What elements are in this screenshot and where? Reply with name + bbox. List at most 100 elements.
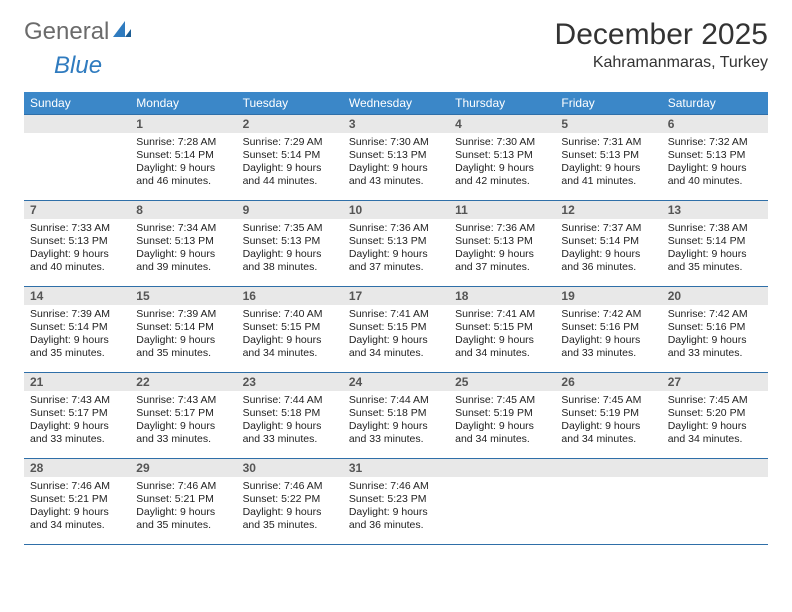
calendar-cell: 16Sunrise: 7:40 AMSunset: 5:15 PMDayligh… [237, 287, 343, 373]
logo: General [24, 18, 133, 46]
sunset-text: Sunset: 5:19 PM [561, 407, 655, 420]
sunrise-text: Sunrise: 7:45 AM [668, 394, 762, 407]
empty-day-header [449, 459, 555, 477]
sunset-text: Sunset: 5:13 PM [668, 149, 762, 162]
sunrise-text: Sunrise: 7:42 AM [668, 308, 762, 321]
daylight-text: Daylight: 9 hours and 39 minutes. [136, 248, 230, 274]
calendar-cell: 19Sunrise: 7:42 AMSunset: 5:16 PMDayligh… [555, 287, 661, 373]
day-details: Sunrise: 7:35 AMSunset: 5:13 PMDaylight:… [237, 219, 343, 279]
daylight-text: Daylight: 9 hours and 33 minutes. [30, 420, 124, 446]
day-details: Sunrise: 7:44 AMSunset: 5:18 PMDaylight:… [237, 391, 343, 451]
daylight-text: Daylight: 9 hours and 37 minutes. [349, 248, 443, 274]
daylight-text: Daylight: 9 hours and 35 minutes. [30, 334, 124, 360]
day-details: Sunrise: 7:28 AMSunset: 5:14 PMDaylight:… [130, 133, 236, 193]
calendar-cell: 23Sunrise: 7:44 AMSunset: 5:18 PMDayligh… [237, 373, 343, 459]
sunset-text: Sunset: 5:23 PM [349, 493, 443, 506]
day-details: Sunrise: 7:45 AMSunset: 5:19 PMDaylight:… [555, 391, 661, 451]
day-number: 31 [343, 459, 449, 477]
calendar-body: 1Sunrise: 7:28 AMSunset: 5:14 PMDaylight… [24, 115, 768, 545]
sunrise-text: Sunrise: 7:39 AM [30, 308, 124, 321]
day-details: Sunrise: 7:44 AMSunset: 5:18 PMDaylight:… [343, 391, 449, 451]
calendar-cell [555, 459, 661, 545]
sunrise-text: Sunrise: 7:46 AM [136, 480, 230, 493]
calendar-cell: 2Sunrise: 7:29 AMSunset: 5:14 PMDaylight… [237, 115, 343, 201]
sunrise-text: Sunrise: 7:46 AM [30, 480, 124, 493]
sunrise-text: Sunrise: 7:39 AM [136, 308, 230, 321]
calendar-cell: 5Sunrise: 7:31 AMSunset: 5:13 PMDaylight… [555, 115, 661, 201]
daylight-text: Daylight: 9 hours and 33 minutes. [668, 334, 762, 360]
calendar-cell: 26Sunrise: 7:45 AMSunset: 5:19 PMDayligh… [555, 373, 661, 459]
sunrise-text: Sunrise: 7:28 AM [136, 136, 230, 149]
calendar-cell: 13Sunrise: 7:38 AMSunset: 5:14 PMDayligh… [662, 201, 768, 287]
sunrise-text: Sunrise: 7:46 AM [243, 480, 337, 493]
day-number: 5 [555, 115, 661, 133]
day-details: Sunrise: 7:33 AMSunset: 5:13 PMDaylight:… [24, 219, 130, 279]
sunrise-text: Sunrise: 7:45 AM [561, 394, 655, 407]
daylight-text: Daylight: 9 hours and 33 minutes. [349, 420, 443, 446]
sunset-text: Sunset: 5:16 PM [668, 321, 762, 334]
day-details: Sunrise: 7:37 AMSunset: 5:14 PMDaylight:… [555, 219, 661, 279]
calendar-cell: 6Sunrise: 7:32 AMSunset: 5:13 PMDaylight… [662, 115, 768, 201]
day-number: 2 [237, 115, 343, 133]
sunset-text: Sunset: 5:21 PM [136, 493, 230, 506]
calendar-cell: 11Sunrise: 7:36 AMSunset: 5:13 PMDayligh… [449, 201, 555, 287]
sunset-text: Sunset: 5:14 PM [136, 149, 230, 162]
calendar-cell: 25Sunrise: 7:45 AMSunset: 5:19 PMDayligh… [449, 373, 555, 459]
calendar-cell: 1Sunrise: 7:28 AMSunset: 5:14 PMDaylight… [130, 115, 236, 201]
day-number: 11 [449, 201, 555, 219]
sunrise-text: Sunrise: 7:30 AM [349, 136, 443, 149]
calendar-cell: 17Sunrise: 7:41 AMSunset: 5:15 PMDayligh… [343, 287, 449, 373]
day-details: Sunrise: 7:45 AMSunset: 5:20 PMDaylight:… [662, 391, 768, 451]
sunset-text: Sunset: 5:15 PM [349, 321, 443, 334]
sunrise-text: Sunrise: 7:44 AM [243, 394, 337, 407]
day-details: Sunrise: 7:39 AMSunset: 5:14 PMDaylight:… [24, 305, 130, 365]
sunset-text: Sunset: 5:13 PM [455, 149, 549, 162]
weekday-header: Monday [130, 92, 236, 115]
daylight-text: Daylight: 9 hours and 34 minutes. [455, 334, 549, 360]
day-number: 15 [130, 287, 236, 305]
sunset-text: Sunset: 5:13 PM [561, 149, 655, 162]
empty-day-header [662, 459, 768, 477]
daylight-text: Daylight: 9 hours and 33 minutes. [243, 420, 337, 446]
calendar-cell: 15Sunrise: 7:39 AMSunset: 5:14 PMDayligh… [130, 287, 236, 373]
calendar-cell: 4Sunrise: 7:30 AMSunset: 5:13 PMDaylight… [449, 115, 555, 201]
daylight-text: Daylight: 9 hours and 35 minutes. [243, 506, 337, 532]
calendar-cell: 10Sunrise: 7:36 AMSunset: 5:13 PMDayligh… [343, 201, 449, 287]
sail-icon [111, 18, 133, 46]
sunset-text: Sunset: 5:14 PM [668, 235, 762, 248]
sunset-text: Sunset: 5:22 PM [243, 493, 337, 506]
daylight-text: Daylight: 9 hours and 36 minutes. [349, 506, 443, 532]
sunset-text: Sunset: 5:18 PM [349, 407, 443, 420]
day-number: 4 [449, 115, 555, 133]
daylight-text: Daylight: 9 hours and 33 minutes. [136, 420, 230, 446]
day-details: Sunrise: 7:36 AMSunset: 5:13 PMDaylight:… [343, 219, 449, 279]
day-number: 8 [130, 201, 236, 219]
calendar-cell: 12Sunrise: 7:37 AMSunset: 5:14 PMDayligh… [555, 201, 661, 287]
day-number: 21 [24, 373, 130, 391]
day-number: 27 [662, 373, 768, 391]
day-number: 19 [555, 287, 661, 305]
day-number: 18 [449, 287, 555, 305]
day-number: 12 [555, 201, 661, 219]
day-number: 22 [130, 373, 236, 391]
sunrise-text: Sunrise: 7:41 AM [455, 308, 549, 321]
sunset-text: Sunset: 5:14 PM [136, 321, 230, 334]
calendar-cell: 31Sunrise: 7:46 AMSunset: 5:23 PMDayligh… [343, 459, 449, 545]
calendar-table: SundayMondayTuesdayWednesdayThursdayFrid… [24, 92, 768, 545]
calendar-cell: 7Sunrise: 7:33 AMSunset: 5:13 PMDaylight… [24, 201, 130, 287]
month-title: December 2025 [555, 18, 768, 52]
daylight-text: Daylight: 9 hours and 34 minutes. [561, 420, 655, 446]
sunset-text: Sunset: 5:15 PM [455, 321, 549, 334]
empty-day-header [555, 459, 661, 477]
calendar-cell [449, 459, 555, 545]
sunrise-text: Sunrise: 7:45 AM [455, 394, 549, 407]
sunrise-text: Sunrise: 7:42 AM [561, 308, 655, 321]
daylight-text: Daylight: 9 hours and 35 minutes. [668, 248, 762, 274]
calendar-cell [24, 115, 130, 201]
daylight-text: Daylight: 9 hours and 40 minutes. [30, 248, 124, 274]
day-details: Sunrise: 7:46 AMSunset: 5:22 PMDaylight:… [237, 477, 343, 537]
sunset-text: Sunset: 5:16 PM [561, 321, 655, 334]
weekday-header-row: SundayMondayTuesdayWednesdayThursdayFrid… [24, 92, 768, 115]
calendar-week-row: 14Sunrise: 7:39 AMSunset: 5:14 PMDayligh… [24, 287, 768, 373]
sunset-text: Sunset: 5:14 PM [561, 235, 655, 248]
